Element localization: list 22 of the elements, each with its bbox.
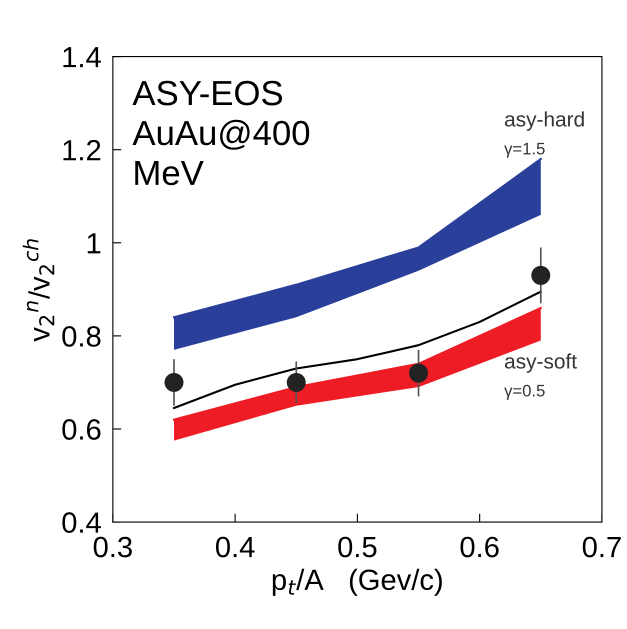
y-tick-label: 1.4	[63, 47, 101, 68]
x-axis-title: p$_{t}$/A (Gev/c)	[272, 568, 442, 596]
y-tick-label: 0.4	[62, 512, 101, 533]
annotation: γ=1.5	[504, 142, 545, 158]
y-tick-label: 0.8	[62, 326, 100, 347]
series-label: asy-soft	[504, 353, 577, 373]
x-tick-label: 0.4	[216, 536, 255, 558]
x-tick-label: 0.5	[338, 536, 376, 558]
x-tick-label: 0.6	[460, 536, 499, 558]
y-tick-label: 1.2	[63, 140, 100, 160]
point	[531, 266, 550, 285]
y-tick-label: 0.6	[62, 419, 100, 440]
y-axis-title: v$_{2}$$^{n}$/v$_{2}$$^{ch}$	[22, 239, 54, 342]
point	[286, 372, 306, 392]
point	[164, 372, 184, 392]
annotation: γ=0.5	[504, 384, 545, 400]
annotation: ASY-EOS AuAu@400 MeV	[132, 80, 310, 186]
x-tick-label: 0.7	[582, 536, 621, 558]
series-label: asy-hard	[504, 111, 584, 131]
x-tick-label: 0.3	[94, 536, 132, 558]
y-tick-label: 1	[88, 233, 100, 254]
point	[409, 364, 428, 383]
